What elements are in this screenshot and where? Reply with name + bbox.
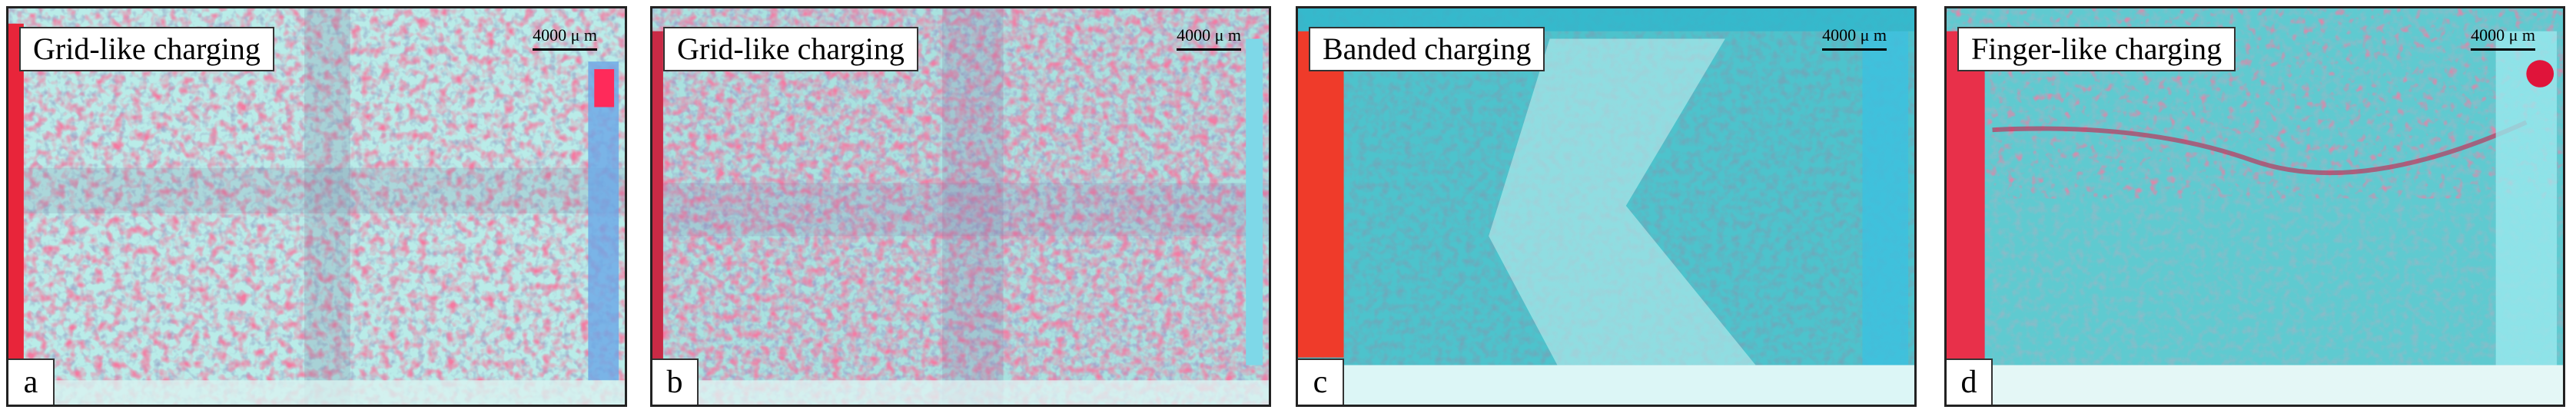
panel-b: Grid-like charging 4000 μ m b <box>650 6 1271 407</box>
scale-bar-b: 4000 μ m <box>1177 25 1241 51</box>
panel-title-c: Banded charging <box>1309 27 1545 71</box>
panel-label-d: d <box>1947 358 1993 405</box>
micrograph-image-c <box>1298 8 1914 405</box>
panel-title-a: Grid-like charging <box>19 27 274 71</box>
panel-d: Finger-like charging 4000 μ m d <box>1944 6 2565 407</box>
micrograph-image-a <box>8 8 625 405</box>
micrograph-image-b <box>652 8 1269 405</box>
panel-a: Grid-like charging 4000 μ m a <box>6 6 627 407</box>
scale-bar-d: 4000 μ m <box>2471 25 2535 51</box>
scale-bar-a: 4000 μ m <box>533 25 597 51</box>
panel-label-b: b <box>652 358 699 405</box>
panel-c: Banded charging 4000 μ m c <box>1296 6 1917 407</box>
scale-bar-c: 4000 μ m <box>1822 25 1887 51</box>
panel-label-a: a <box>8 358 55 405</box>
panel-title-b: Grid-like charging <box>663 27 918 71</box>
panel-title-d: Finger-like charging <box>1957 27 2236 71</box>
panel-label-c: c <box>1298 358 1344 405</box>
